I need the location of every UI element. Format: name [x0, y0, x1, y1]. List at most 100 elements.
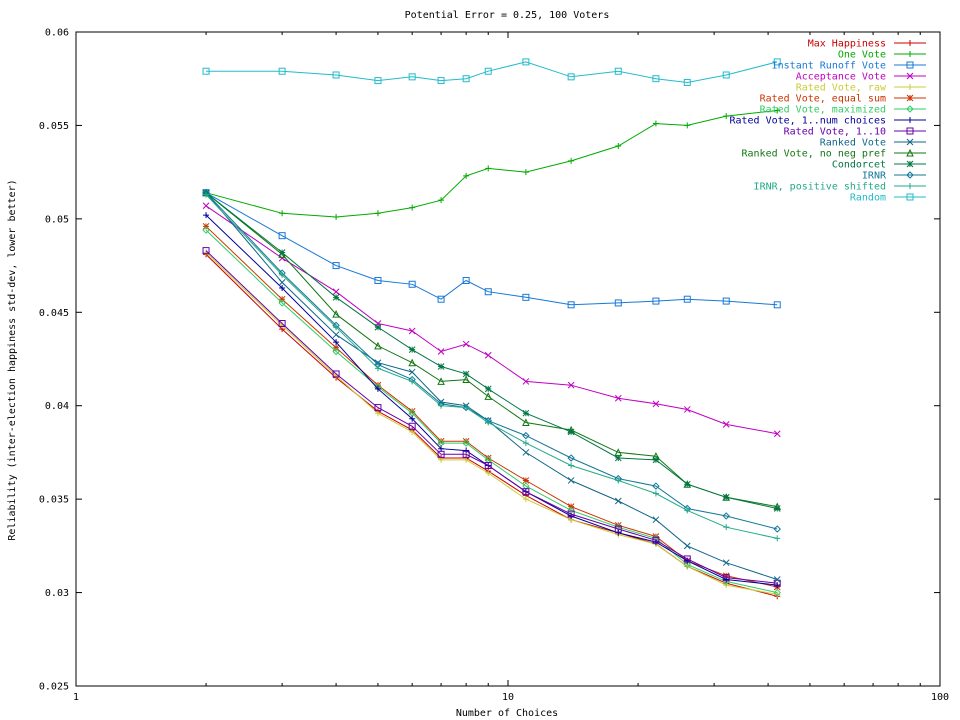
y-axis-label: Reliability (inter-election happiness st… [7, 179, 18, 540]
data-point [333, 339, 340, 346]
data-point [278, 279, 286, 286]
series-12 [202, 189, 781, 512]
data-point [278, 232, 286, 240]
series-15 [202, 58, 781, 86]
data-point [437, 77, 445, 85]
data-point [683, 560, 691, 569]
data-point [202, 222, 210, 230]
data-point [437, 377, 445, 385]
data-point [332, 71, 340, 79]
data-point [615, 477, 622, 484]
series-line [205, 250, 778, 584]
data-point [203, 212, 210, 219]
legend-swatch-marker [906, 127, 914, 135]
data-point [279, 210, 286, 217]
series-line [205, 229, 778, 594]
data-point [522, 488, 530, 496]
data-point [652, 516, 660, 524]
legend-entry: Rated Vote, 1..num choices [729, 116, 926, 127]
legend-entry: Condorcet [832, 160, 926, 171]
series-layer [202, 58, 782, 600]
chart-title: Potential Error = 0.25, 100 Voters [405, 10, 610, 21]
legend-label: Rated Vote, 1..num choices [729, 116, 886, 127]
data-point [333, 213, 340, 220]
data-point [408, 280, 416, 288]
data-point [522, 440, 529, 447]
data-point [773, 576, 781, 583]
data-point [438, 197, 445, 204]
data-point [374, 404, 382, 412]
data-point [202, 67, 210, 75]
data-point [684, 507, 691, 514]
data-point [278, 319, 286, 327]
legend-entry: Ranked Vote, no neg pref [742, 149, 926, 160]
data-point [202, 226, 210, 234]
legend-swatch-marker [906, 61, 914, 69]
data-point [568, 157, 575, 164]
data-point [437, 295, 445, 303]
series-9 [202, 247, 781, 587]
series-2 [203, 107, 781, 220]
data-point [409, 204, 416, 211]
data-point [522, 58, 530, 66]
legend-swatch-marker [907, 84, 913, 90]
data-point [722, 572, 730, 580]
legend-swatch-marker [906, 138, 914, 146]
data-point [438, 456, 445, 463]
data-point [567, 381, 575, 389]
data-point [683, 542, 691, 550]
data-point [722, 559, 730, 567]
data-point [462, 375, 470, 384]
data-point [374, 365, 381, 372]
data-point [408, 358, 416, 367]
legend-swatch-marker [906, 105, 914, 113]
data-point [484, 385, 492, 393]
data-point [567, 503, 575, 510]
legend-label: Condorcet [832, 160, 886, 171]
y-tick-label: 0.025 [39, 682, 69, 693]
data-point [522, 449, 530, 456]
legend-swatch-marker [906, 160, 914, 168]
data-point [522, 378, 530, 385]
data-point [484, 288, 492, 296]
data-point [462, 439, 470, 447]
legend-entry: Rated Vote, maximized [760, 105, 926, 116]
legend-swatch-marker [906, 94, 914, 102]
data-point [567, 428, 575, 436]
data-point [332, 293, 340, 301]
y-tick-label: 0.035 [39, 495, 69, 506]
data-point [484, 392, 493, 400]
data-point [522, 418, 530, 427]
data-point [437, 437, 445, 445]
data-point [614, 497, 622, 505]
data-point [773, 301, 781, 309]
y-tick-label: 0.05 [45, 214, 69, 225]
data-point [203, 191, 210, 198]
legend-label: Max Happiness [808, 39, 886, 50]
legend-swatch-marker [907, 183, 913, 189]
legend-entry: IRNR [862, 171, 926, 182]
data-point [332, 370, 340, 378]
legend-label: Ranked Vote, no neg pref [742, 149, 887, 160]
data-point [462, 340, 470, 348]
data-point [202, 247, 210, 255]
legend-entry: One Vote [838, 50, 926, 61]
legend-label: Ranked Vote [820, 138, 886, 149]
data-point [374, 341, 382, 350]
data-point [567, 73, 575, 81]
data-point [374, 385, 381, 392]
data-point [722, 421, 730, 428]
legend-swatch-marker [907, 40, 913, 46]
legend-entry: IRNR, positive shifted [754, 182, 926, 193]
data-point [683, 78, 691, 86]
x-tick-label: 100 [931, 692, 949, 703]
series-line [205, 194, 778, 539]
data-point [409, 415, 416, 422]
data-point [408, 368, 416, 376]
data-point [278, 67, 286, 75]
x-axis-label: Number of Choices [456, 708, 558, 719]
ticks-layer: 0.025 0.03 0.035 0.04 0.045 0.05 0.055 0.06 1 10 1… [39, 28, 949, 704]
